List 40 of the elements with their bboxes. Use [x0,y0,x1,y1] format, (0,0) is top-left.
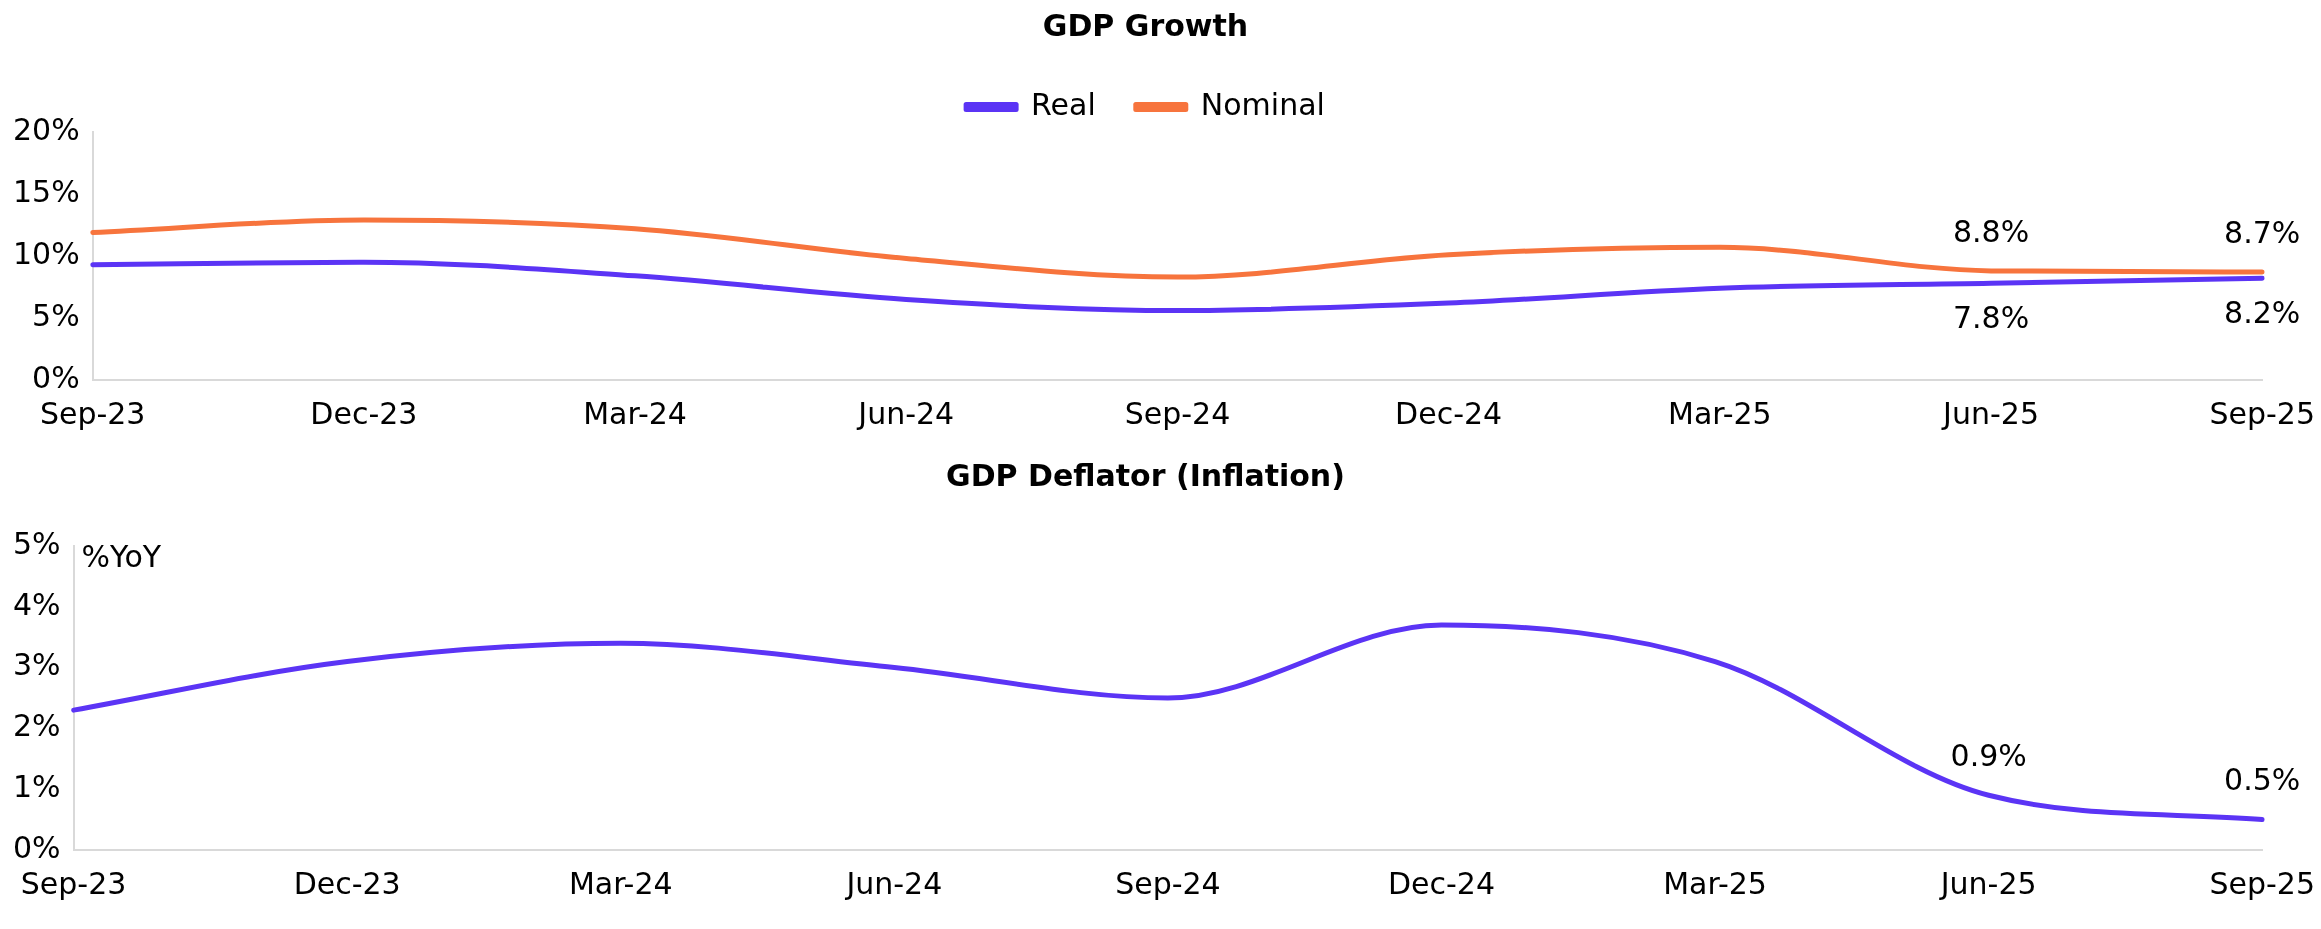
y-tick-label: 5% [13,525,61,561]
x-tick-label: Sep-25 [2209,865,2315,901]
y-tick-label: 10% [12,235,80,271]
x-tick-label: Sep-25 [2209,395,2315,431]
y-tick-label: 20% [12,111,80,147]
legend-label: Nominal [1200,86,1325,122]
x-tick-label: Jun-25 [1938,865,2037,901]
x-tick-label: Jun-24 [844,865,943,901]
y-tick-label: 15% [12,173,80,209]
x-tick-label: Mar-24 [583,395,687,431]
y-tick-label: 4% [13,586,61,622]
y-tick-label: 3% [13,647,61,683]
x-tick-label: Dec-23 [310,395,418,431]
x-tick-label: Mar-24 [568,865,673,901]
x-tick-label: Dec-24 [1387,865,1496,901]
x-tick-label: Mar-25 [1663,865,1767,901]
y-tick-label: 2% [13,708,61,744]
x-tick-label: Sep-23 [39,395,146,431]
x-tick-label: Dec-23 [293,865,401,901]
x-tick-label: Sep-24 [1124,395,1231,431]
y-tick-label: 5% [32,297,80,333]
data-label: 0.9% [1950,738,2027,774]
data-label: 8.7% [2224,214,2301,250]
y-tick-label: 1% [13,769,61,804]
data-label: 7.8% [1952,300,2030,336]
x-tick-label: Sep-23 [20,865,127,901]
x-tick-label: Dec-24 [1395,395,1503,431]
y-tick-label: 0% [13,829,61,865]
data-label: 0.5% [2224,762,2301,798]
y-tick-label: 0% [32,359,80,395]
y-axis-title: %YoY [81,538,162,574]
data-label: 8.2% [2224,295,2301,331]
x-tick-label: Jun-25 [1941,395,2039,431]
x-tick-label: Jun-24 [856,395,955,431]
x-tick-label: Mar-25 [1668,395,1772,431]
chart-title: GDP Growth [1042,7,1249,43]
legend-label: Real [1031,86,1096,122]
data-label: 8.8% [1952,213,2030,249]
chart-title: GDP Deflator (Inflation) [946,457,1345,493]
x-tick-label: Sep-24 [1115,865,1221,901]
